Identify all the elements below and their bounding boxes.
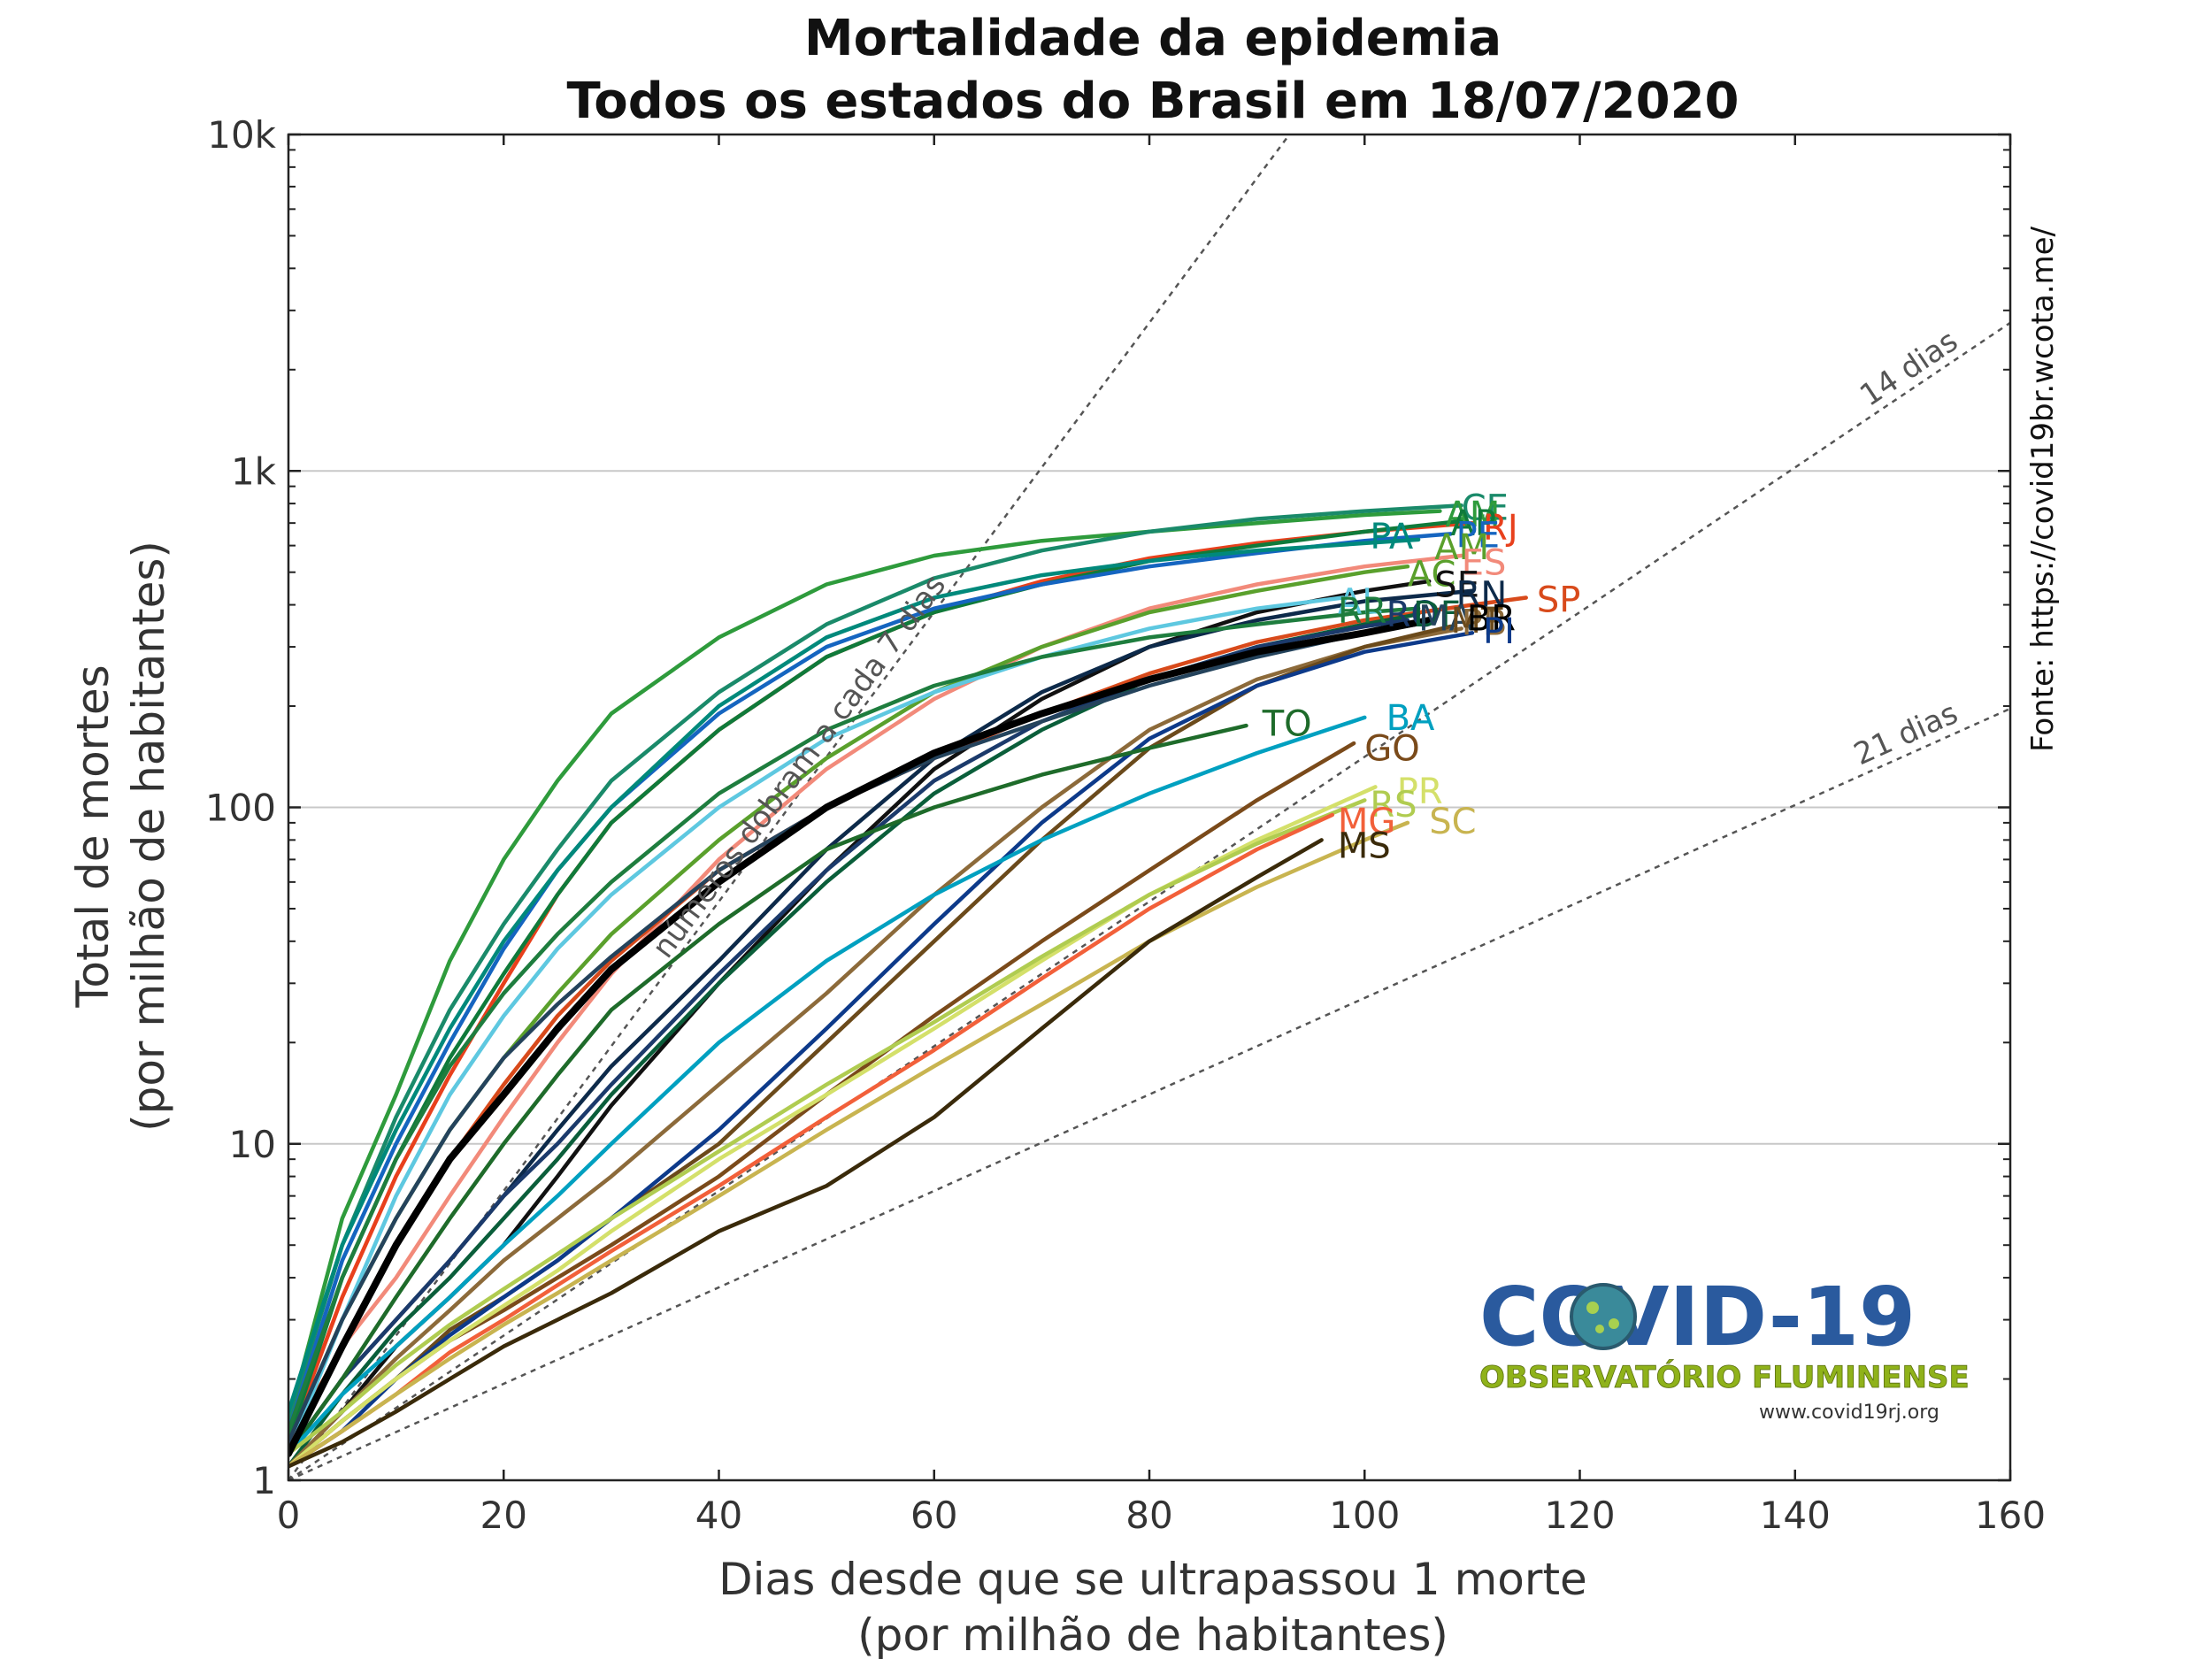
y-tick-label: 1 [252,1459,276,1502]
series-label-al: AL [1338,581,1382,622]
series-label-ce: CE [1462,488,1509,528]
x-tick-label: 140 [1760,1494,1831,1537]
series-label-rr: RR [1338,591,1387,632]
series-label-mt: MT [1451,601,1504,641]
y-tick-label: 100 [205,787,276,830]
axes: 0 20 40 60 80 100 120 140 160 1 10 100 1k 10k [205,113,2046,1537]
logo-title: COVID-19 [1479,1270,1916,1364]
logo-subtitle: OBSERVATÓRIO FLUMINENSE [1479,1359,1970,1395]
x-tick-label: 20 [480,1494,527,1537]
series-line-ms [288,838,1324,1469]
series-line-pa [288,537,1421,1414]
reference-lines [288,134,2010,1480]
series-line-pe [288,532,1453,1433]
y-tick-label: 10 [229,1123,276,1166]
series-label-mg: MG [1338,802,1396,842]
series-layer [288,503,1528,1469]
series-label-rj: RJ [1483,508,1518,549]
series-label-rn: RN [1456,575,1508,616]
reference-line [288,707,2010,1480]
series-label-pi: PI [1483,611,1515,652]
series-line-ba [288,715,1367,1456]
x-tick-label: 0 [277,1494,301,1537]
series-label-ac: AC [1408,554,1456,595]
x-tick-label: 40 [695,1494,742,1537]
series-label-sc: SC [1429,802,1476,842]
series-line-rr [288,606,1421,1433]
series-label-ap: AP [1451,503,1496,544]
series-label-to: TO [1262,703,1312,744]
series-line-br [288,617,1433,1457]
source-note: Fonte: https://covid19br.wcota.me/ [2025,226,2061,752]
chart-title: Mortalidade da epidemia [804,10,1502,67]
logo-url: www.covid19rj.org [1759,1402,1939,1424]
series-label-ms: MS [1338,826,1391,867]
series-label-rs: RS [1370,785,1417,826]
series-label-am: AM [1434,527,1489,568]
series-label-ba: BA [1386,698,1435,739]
x-axis-subtitle: (por milhão de habitantes) [857,1609,1448,1659]
series-label-sp: SP [1537,580,1581,620]
x-tick-label: 80 [1125,1494,1172,1537]
series-line-to [288,723,1248,1456]
x-tick-label: 160 [1975,1494,2046,1537]
x-tick-label: 120 [1544,1494,1615,1537]
series-line-es [288,553,1463,1456]
series-line-am [288,509,1442,1424]
series-line-sc [288,820,1410,1469]
covid19-logo: COVID-19 OBSERVATÓRIO FLUMINENSE www.cov… [1479,1270,1970,1424]
y-axis-subtitle: (por milhão de habitantes) [123,541,174,1132]
series-label-pb: PB [1462,603,1508,643]
series-line-pb [288,626,1463,1469]
series-label-pa: PA [1370,517,1414,557]
virus-icon [1570,1283,1637,1350]
x-tick-label: 60 [910,1494,957,1537]
series-line-ce [288,503,1463,1424]
reference-line [288,134,1291,1480]
series-label-pr: PR [1397,772,1443,812]
series-line-rs [288,798,1367,1456]
y-axis-title: Total de mortes [67,664,119,1008]
reference-line-label: 14 dias [1854,323,1964,413]
series-label-go: GO [1364,729,1419,770]
series-label-pe: PE [1456,516,1500,557]
series-label-ro: RO [1386,595,1439,635]
y-tick-label: 10k [207,113,276,157]
series-line-al [288,595,1346,1456]
series-label-ma: MA [1418,599,1474,640]
x-tick-label: 100 [1329,1494,1400,1537]
series-label-am: AM [1445,495,1500,535]
x-axis-title: Dias desde que se ultrapassou 1 morte [718,1554,1587,1605]
series-label-br: BR [1467,599,1516,640]
grid-layer [288,470,2010,1145]
reference-line-label: 21 dias [1848,695,1962,772]
series-label-es: ES [1462,543,1507,584]
chart-subtitle: Todos os estados do Brasil em 18/07/2020 [567,73,1740,130]
series-label-se: SE [1434,565,1479,605]
series-label-df: DF [1413,595,1461,635]
series-line-ma [288,620,1432,1444]
y-tick-label: 1k [231,449,277,493]
